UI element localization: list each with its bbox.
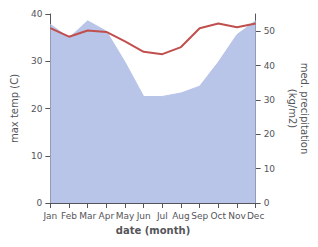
- svg-text:Jan: Jan: [42, 211, 57, 221]
- svg-text:max temp (C): max temp (C): [9, 74, 20, 143]
- svg-text:50: 50: [264, 26, 276, 36]
- svg-text:40: 40: [264, 61, 276, 71]
- svg-text:0: 0: [37, 198, 43, 208]
- svg-text:Jul: Jul: [156, 211, 168, 221]
- svg-text:Dec: Dec: [247, 211, 264, 221]
- svg-text:Aug: Aug: [172, 211, 190, 221]
- svg-text:May: May: [116, 211, 135, 221]
- svg-text:Feb: Feb: [61, 211, 77, 221]
- svg-text:Mar: Mar: [79, 211, 96, 221]
- svg-text:10: 10: [31, 151, 43, 161]
- svg-text:Nov: Nov: [228, 211, 246, 221]
- svg-text:20: 20: [31, 104, 43, 114]
- svg-text:20: 20: [264, 129, 276, 139]
- svg-text:Oct: Oct: [211, 211, 227, 221]
- svg-text:40: 40: [31, 9, 43, 19]
- svg-text:(kg/m2): (kg/m2): [287, 89, 298, 129]
- svg-text:med. precipitation: med. precipitation: [299, 63, 310, 155]
- svg-text:30: 30: [264, 95, 276, 105]
- svg-text:30: 30: [31, 56, 43, 66]
- svg-text:Sep: Sep: [191, 211, 208, 221]
- svg-text:Jun: Jun: [136, 211, 151, 221]
- svg-text:10: 10: [264, 164, 276, 174]
- svg-text:date (month): date (month): [116, 225, 190, 236]
- svg-text:0: 0: [264, 198, 270, 208]
- svg-text:Apr: Apr: [99, 211, 115, 221]
